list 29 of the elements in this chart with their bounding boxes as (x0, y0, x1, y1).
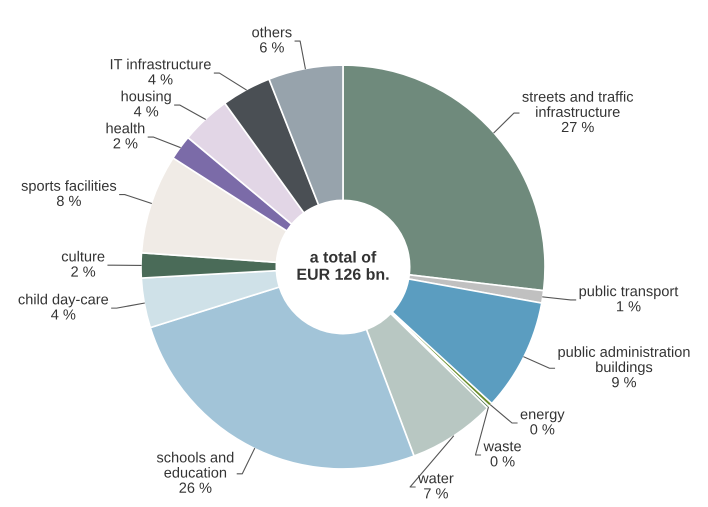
text: a total of EUR 126 bn. (297, 250, 388, 280)
data-label: 4 % (148, 74, 173, 84)
data-label: 4 % (134, 106, 158, 116)
data-label: 2 % (114, 138, 138, 148)
data-label: 2 % (71, 266, 96, 277)
slice-label: sports facilities (21, 180, 116, 194)
data-label: 4 % (51, 309, 76, 320)
slice-label: schools and education (156, 452, 234, 478)
data-label: 0 % (530, 424, 554, 435)
slice-label: waste (483, 442, 521, 452)
slice-label: culture (62, 250, 104, 262)
slice-label: streets and traffic infrastructure (522, 91, 634, 118)
data-label: 7 % (424, 488, 448, 498)
slice-label: health (106, 122, 144, 134)
slice-label: energy (520, 411, 565, 422)
data-label: 9 % (612, 377, 636, 388)
slice-label: public transport (580, 286, 678, 300)
data-label: 1 % (617, 301, 641, 312)
data-label: 8 % (56, 196, 81, 206)
slice-label: child day-care (18, 294, 108, 308)
slice-label: public administration buildings (558, 346, 690, 376)
slice-label: others (252, 26, 292, 38)
data-label: 6 % (260, 42, 284, 53)
slice-label: water (418, 474, 454, 484)
slice-label: housing (122, 90, 171, 104)
data-label: 26 % (179, 482, 212, 493)
data-label: 0 % (490, 456, 515, 467)
data-label: 27 % (562, 122, 594, 132)
slice-label: IT infrastructure (110, 58, 211, 70)
